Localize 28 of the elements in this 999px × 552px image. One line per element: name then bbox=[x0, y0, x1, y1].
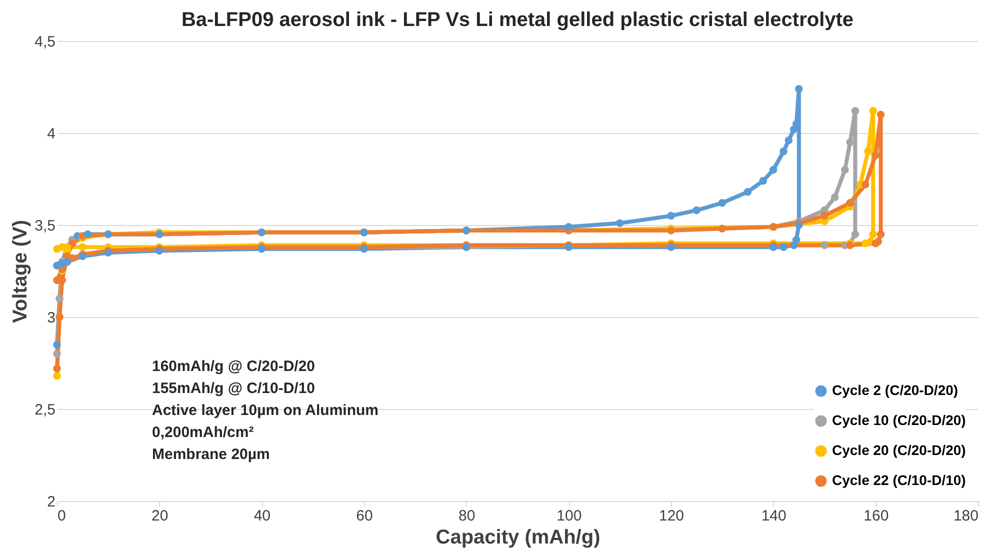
y-tick-label: 4 bbox=[47, 126, 56, 142]
annotation: Active layer 10µm on Aluminum bbox=[152, 402, 378, 419]
x-axis-title: Capacity (mAh/g) bbox=[436, 526, 600, 548]
x-tick-label: 60 bbox=[356, 508, 373, 524]
y-tick-label: 2 bbox=[47, 494, 56, 510]
x-tick-label: 80 bbox=[458, 508, 476, 524]
y-axis-title: Voltage (V) bbox=[10, 220, 32, 323]
y-tick-label: 4,5 bbox=[34, 34, 56, 50]
y-tick-label: 3 bbox=[47, 310, 56, 326]
legend-label: Cycle 10 (C/20-D/20) bbox=[832, 412, 966, 428]
annotation: 0,200mAh/cm² bbox=[152, 424, 254, 441]
x-tick-label: 100 bbox=[556, 508, 582, 524]
annotation: 155mAh/g @ C/10-D/10 bbox=[152, 380, 316, 397]
legend-label: Cycle 2 (C/20-D/20) bbox=[832, 382, 958, 398]
x-tick-label: 0 bbox=[58, 508, 66, 524]
legend-label: Cycle 20 (C/20-D/20) bbox=[832, 442, 966, 458]
x-tick-label: 40 bbox=[254, 508, 271, 524]
legend-label: Cycle 22 (C/10-D/10) bbox=[832, 472, 966, 488]
annotation: 160mAh/g @ C/20-D/20 bbox=[152, 358, 316, 375]
x-tick-label: 160 bbox=[864, 508, 889, 524]
chart-title: Ba-LFP09 aerosol ink - LFP Vs Li metal gelled plastic cristal electrolyte bbox=[181, 9, 854, 31]
x-tick-label: 180 bbox=[953, 508, 978, 524]
x-tick-label: 140 bbox=[761, 508, 786, 524]
annotation: Membrane 20µm bbox=[152, 446, 270, 463]
x-tick-label: 120 bbox=[658, 508, 684, 524]
y-tick-label: 2,5 bbox=[34, 402, 56, 418]
y-tick-label: 3,5 bbox=[34, 218, 56, 234]
x-tick-label: 20 bbox=[151, 508, 168, 524]
